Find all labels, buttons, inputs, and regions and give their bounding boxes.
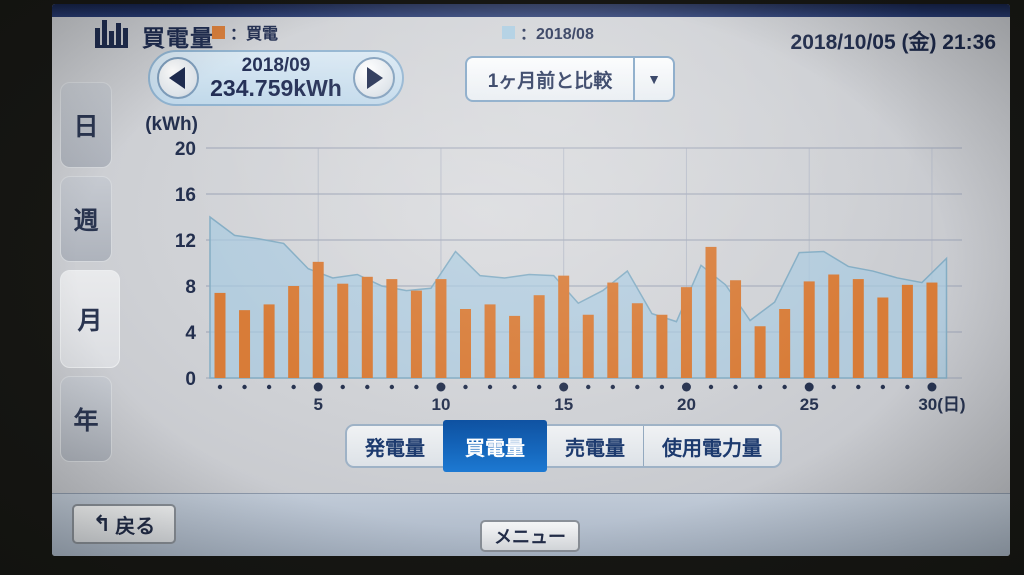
month-navigator: 2018/09 234.759kWh (148, 50, 404, 106)
back-button[interactable]: ↰ 戻る (72, 504, 176, 544)
next-month-button[interactable] (352, 57, 395, 99)
left-triangle-icon (168, 67, 185, 89)
purchase-bar-chart: 0 4 8 12 16 20 (kWh) 5 10 15 20 25 30(日) (145, 114, 965, 414)
right-triangle-icon (367, 67, 384, 89)
svg-text:30(日): 30(日) (918, 395, 965, 414)
bar-chart-icon (94, 16, 134, 55)
tab-month[interactable]: 月 (60, 270, 120, 368)
tab-week[interactable]: 週 (60, 176, 112, 262)
page-title: 買電量 (142, 24, 214, 51)
period-label: 2018/09 (241, 54, 311, 76)
compare-dropdown[interactable]: 1ヶ月前と比較 ▼ (465, 56, 675, 102)
svg-text:8: 8 (185, 277, 196, 298)
tab-day[interactable]: 日 (60, 82, 112, 168)
svg-text:10: 10 (431, 395, 450, 414)
legend-buy-swatch (212, 25, 225, 39)
compare-dropdown-value: 1ヶ月前と比較 (487, 70, 613, 92)
period-total-kwh: 234.759kWh (210, 74, 342, 101)
return-arrow-icon: ↰ (92, 511, 112, 536)
svg-text:20: 20 (175, 139, 196, 160)
svg-text:16: 16 (175, 185, 196, 206)
menu-button[interactable]: メニュー (480, 520, 580, 552)
period-summary: 2018/09 234.759kWh (210, 54, 342, 101)
tab-generation[interactable]: 発電量 (365, 437, 425, 460)
back-button-label: 戻る (115, 515, 156, 538)
svg-text:15: 15 (554, 395, 573, 414)
chevron-down-icon[interactable]: ▼ (633, 58, 673, 100)
svg-text:5: 5 (313, 395, 322, 414)
svg-text:20: 20 (677, 395, 696, 414)
legend-prev-swatch (502, 25, 515, 39)
chart-area: 0 4 8 12 16 20 (kWh) 5 10 15 20 25 30(日) (140, 106, 976, 428)
datetime-display: 2018/10/05 (金) 21:36 (790, 31, 996, 54)
top-bezel-strip (52, 4, 1010, 17)
lcd-screen: 買電量 2018/10/05 (金) 21:36 2018/09 234.759… (52, 4, 1010, 556)
legend-previous-month: ：2018/08 (502, 20, 594, 44)
svg-text:12: 12 (175, 231, 196, 252)
page-title-block: 買電量 (94, 16, 214, 55)
tab-sold[interactable]: 売電量 (565, 437, 625, 460)
legend-buy-label: ：買電 (230, 26, 279, 43)
tab-purchase[interactable]: 買電量 (443, 420, 547, 472)
metric-tab-bar: 発電量 買電量 売電量 使用電力量 (345, 420, 782, 472)
svg-text:(kWh): (kWh) (145, 114, 198, 135)
legend-prev-label: ：2018/08 (520, 26, 594, 43)
svg-text:25: 25 (800, 395, 819, 414)
svg-text:0: 0 (185, 369, 196, 390)
footer-bar: ↰ 戻る メニュー (52, 493, 1010, 556)
legend-buy: ：買電 (212, 20, 278, 44)
tab-usage[interactable]: 使用電力量 (643, 426, 780, 466)
prev-month-button[interactable] (157, 57, 199, 99)
tab-year[interactable]: 年 (60, 376, 112, 462)
svg-text:4: 4 (185, 323, 196, 344)
